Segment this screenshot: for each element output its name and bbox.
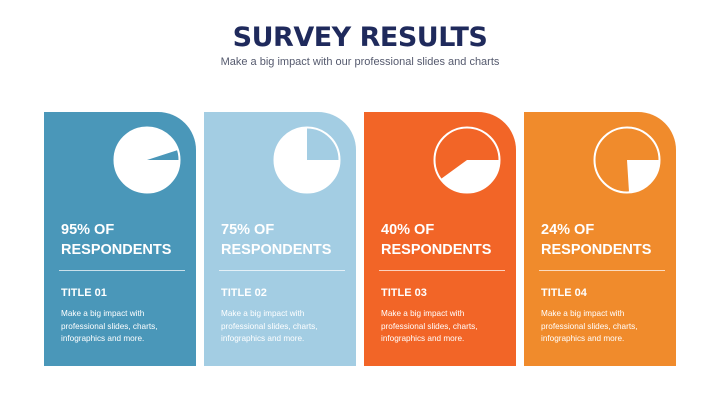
- percent-line: 75% OF: [221, 222, 275, 238]
- pie-chart-icon: [273, 126, 341, 194]
- pie-slice: [440, 160, 500, 193]
- survey-card-1: 95% OF RESPONDENTS TITLE 01 Make a big i…: [44, 112, 196, 366]
- percent-heading: 24% OF RESPONDENTS: [541, 220, 671, 260]
- page-subtitle: Make a big impact with our professional …: [220, 56, 500, 68]
- card-description: Make a big impact with professional slid…: [541, 309, 638, 343]
- card-title: TITLE 02: [221, 287, 267, 299]
- respondents-line: RESPONDENTS: [381, 242, 492, 258]
- page-title: SURVEY RESULTS: [232, 22, 488, 53]
- respondents-line: RESPONDENTS: [61, 242, 172, 258]
- pie-chart-icon: [433, 126, 501, 194]
- divider: [539, 270, 665, 271]
- respondents-line: RESPONDENTS: [221, 242, 332, 258]
- survey-card-2: 75% OF RESPONDENTS TITLE 02 Make a big i…: [204, 112, 356, 366]
- card-description: Make a big impact with professional slid…: [381, 309, 478, 343]
- pie-slice: [114, 127, 180, 193]
- card-description: Make a big impact with professional slid…: [61, 309, 158, 343]
- pie-outline: [273, 126, 341, 194]
- card-description: Make a big impact with professional slid…: [221, 309, 318, 343]
- survey-card-3: 40% OF RESPONDENTS TITLE 03 Make a big i…: [364, 112, 516, 366]
- percent-line: 40% OF: [381, 222, 435, 238]
- percent-line: 24% OF: [541, 222, 595, 238]
- card-title: TITLE 03: [381, 287, 427, 299]
- percent-heading: 95% OF RESPONDENTS: [61, 220, 191, 260]
- survey-card-4: 24% OF RESPONDENTS TITLE 04 Make a big i…: [524, 112, 676, 366]
- divider: [219, 270, 345, 271]
- respondents-line: RESPONDENTS: [541, 242, 652, 258]
- percent-line: 95% OF: [61, 222, 115, 238]
- pie-chart-icon: [113, 126, 181, 194]
- divider: [379, 270, 505, 271]
- percent-heading: 40% OF RESPONDENTS: [381, 220, 511, 260]
- pie-slice: [274, 127, 340, 193]
- pie-outline: [433, 126, 501, 194]
- percent-heading: 75% OF RESPONDENTS: [221, 220, 351, 260]
- divider: [59, 270, 185, 271]
- pie-slice: [627, 160, 660, 193]
- pie-outline: [593, 126, 661, 194]
- pie-outline: [113, 126, 181, 194]
- card-title: TITLE 01: [61, 287, 107, 299]
- card-title: TITLE 04: [541, 287, 587, 299]
- pie-chart-icon: [593, 126, 661, 194]
